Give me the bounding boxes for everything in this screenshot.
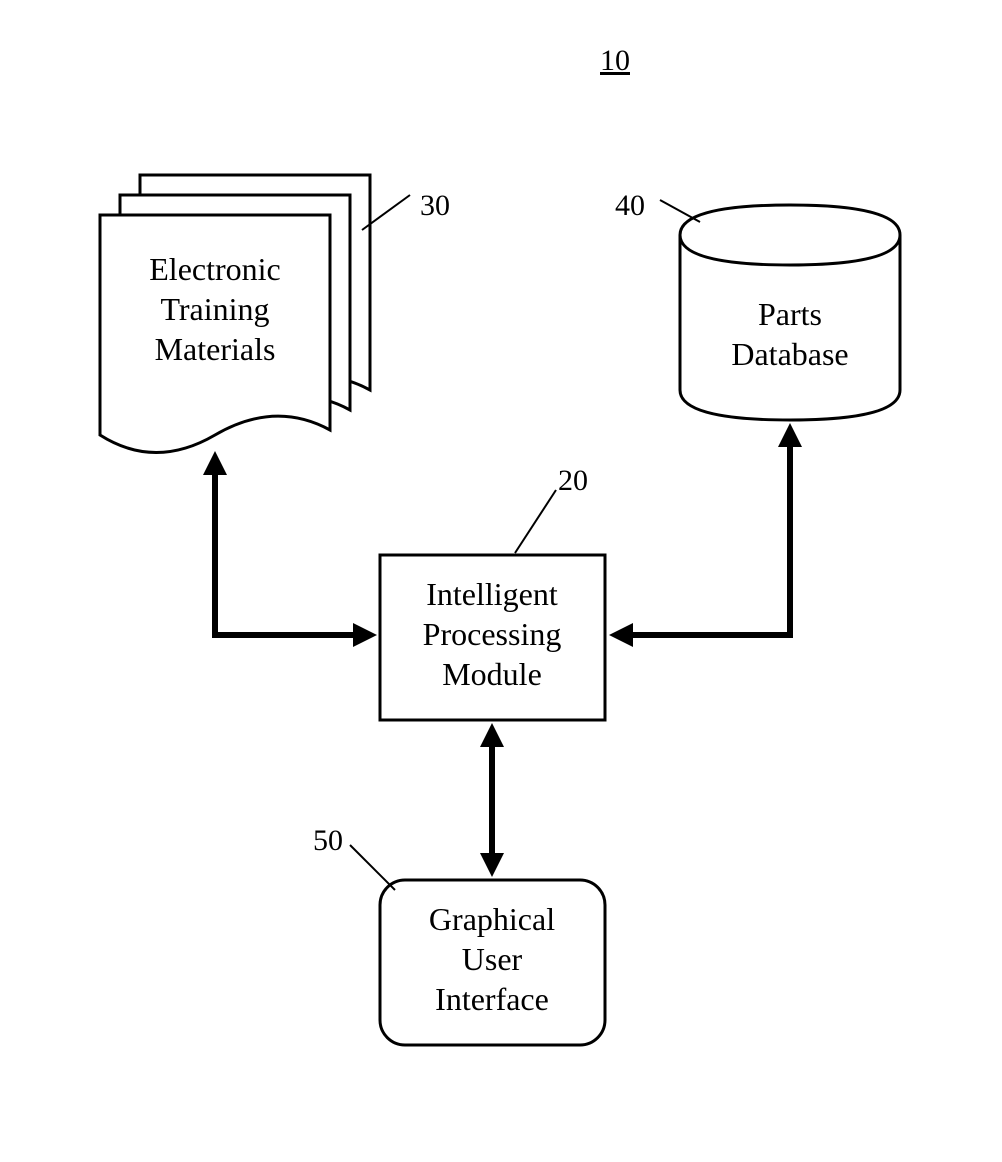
documents-label-1: Electronic: [149, 251, 280, 287]
edge-documents-processor: [215, 460, 368, 635]
processor-label-2: Processing: [423, 616, 562, 652]
processor-label-3: Module: [442, 656, 542, 692]
database-label-2: Database: [731, 336, 848, 372]
gui-callout: 50: [313, 824, 343, 857]
database-node: Parts Database: [680, 205, 900, 420]
database-callout: 40: [615, 189, 645, 222]
documents-callout: 30: [420, 189, 450, 222]
processor-callout: 20: [558, 464, 588, 497]
gui-node: Graphical User Interface: [380, 880, 605, 1045]
gui-label-3: Interface: [435, 981, 549, 1017]
documents-label-3: Materials: [155, 331, 276, 367]
figure-label: 10: [600, 44, 630, 77]
documents-node: Electronic Training Materials: [100, 175, 370, 453]
database-label-1: Parts: [758, 296, 822, 332]
processor-label-1: Intelligent: [426, 576, 558, 612]
gui-label-1: Graphical: [429, 901, 555, 937]
processor-node: Intelligent Processing Module: [380, 555, 605, 720]
documents-label-2: Training: [160, 291, 269, 327]
edge-database-processor: [618, 432, 790, 635]
gui-label-2: User: [462, 941, 523, 977]
